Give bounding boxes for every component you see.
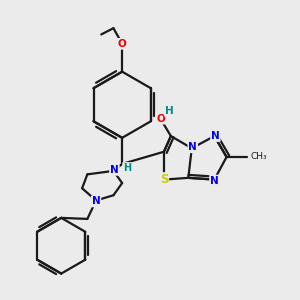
Text: O: O (156, 114, 165, 124)
Text: N: N (110, 165, 119, 175)
Text: N: N (211, 131, 220, 141)
Text: H: H (165, 106, 173, 116)
Text: H: H (123, 163, 131, 173)
Text: CH₃: CH₃ (250, 152, 267, 161)
Text: N: N (92, 196, 100, 206)
Text: N: N (188, 142, 197, 152)
Text: N: N (210, 176, 219, 186)
Text: O: O (118, 39, 127, 49)
Text: S: S (160, 173, 168, 186)
